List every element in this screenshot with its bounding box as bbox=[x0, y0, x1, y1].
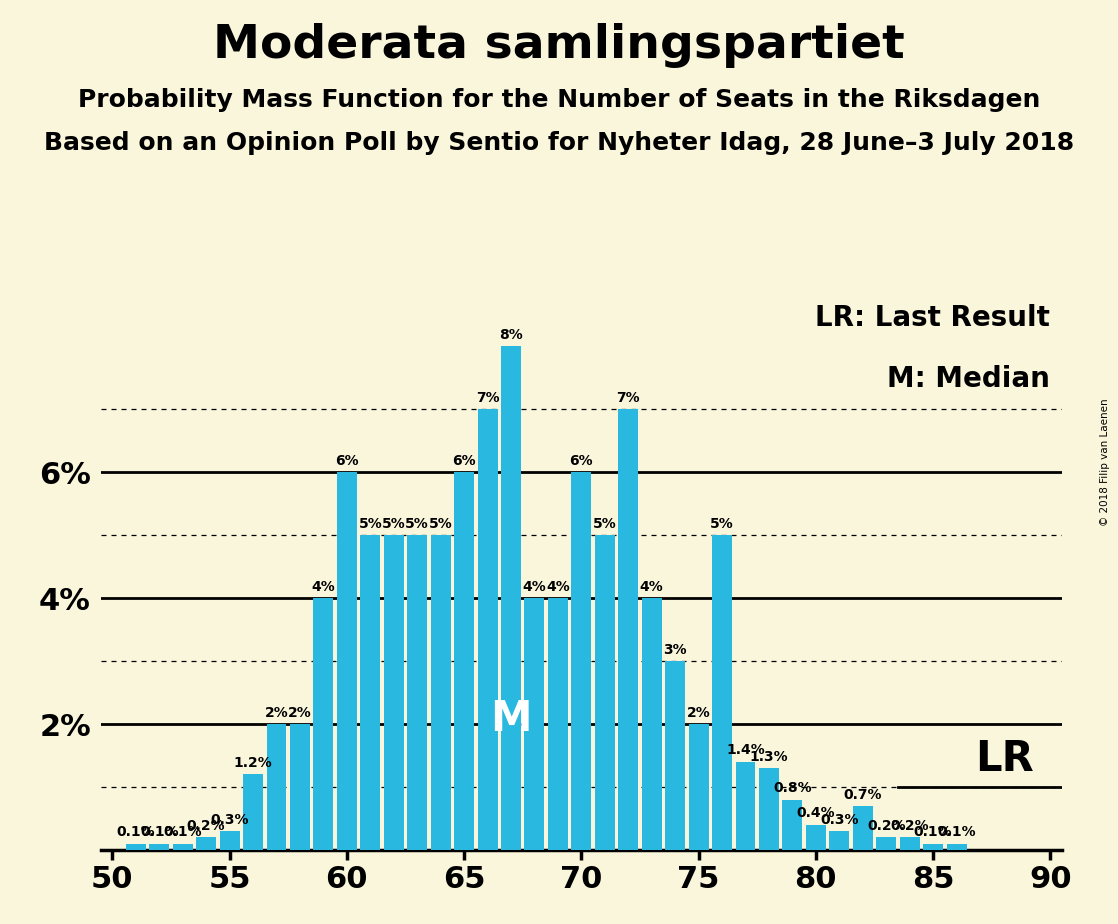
Text: 5%: 5% bbox=[382, 517, 406, 530]
Bar bbox=[712, 535, 732, 850]
Bar bbox=[430, 535, 451, 850]
Bar bbox=[665, 661, 685, 850]
Bar bbox=[337, 472, 357, 850]
Bar bbox=[900, 837, 920, 850]
Bar bbox=[689, 724, 709, 850]
Text: Probability Mass Function for the Number of Seats in the Riksdagen: Probability Mass Function for the Number… bbox=[78, 88, 1040, 112]
Bar bbox=[595, 535, 615, 850]
Bar bbox=[524, 598, 544, 850]
Bar bbox=[736, 762, 756, 850]
Text: 0.2%: 0.2% bbox=[187, 819, 226, 833]
Text: 6%: 6% bbox=[335, 454, 359, 468]
Text: 2%: 2% bbox=[265, 706, 288, 720]
Bar bbox=[548, 598, 568, 850]
Text: 6%: 6% bbox=[569, 454, 594, 468]
Text: 1.3%: 1.3% bbox=[750, 749, 788, 764]
Text: 0.3%: 0.3% bbox=[821, 813, 859, 827]
Bar bbox=[172, 844, 192, 850]
Text: 8%: 8% bbox=[499, 328, 523, 342]
Text: 0.1%: 0.1% bbox=[163, 825, 202, 839]
Text: 0.8%: 0.8% bbox=[774, 782, 812, 796]
Bar bbox=[313, 598, 333, 850]
Text: 5%: 5% bbox=[429, 517, 453, 530]
Bar bbox=[290, 724, 310, 850]
Text: LR: LR bbox=[975, 737, 1034, 780]
Text: 0.1%: 0.1% bbox=[937, 825, 976, 839]
Bar bbox=[806, 825, 826, 850]
Text: 1.2%: 1.2% bbox=[234, 756, 273, 770]
Text: 7%: 7% bbox=[476, 391, 500, 405]
Text: 2%: 2% bbox=[686, 706, 710, 720]
Bar bbox=[853, 806, 873, 850]
Text: M: Median: M: Median bbox=[888, 365, 1051, 393]
Bar bbox=[126, 844, 145, 850]
Bar bbox=[501, 346, 521, 850]
Text: 0.2%: 0.2% bbox=[866, 819, 906, 833]
Text: Moderata samlingspartiet: Moderata samlingspartiet bbox=[214, 23, 904, 68]
Bar bbox=[618, 409, 638, 850]
Text: 4%: 4% bbox=[546, 579, 570, 594]
Text: LR: Last Result: LR: Last Result bbox=[815, 304, 1051, 332]
Bar bbox=[383, 535, 404, 850]
Bar bbox=[830, 832, 850, 850]
Text: © 2018 Filip van Laenen: © 2018 Filip van Laenen bbox=[1100, 398, 1110, 526]
Text: 0.4%: 0.4% bbox=[796, 807, 835, 821]
Text: 5%: 5% bbox=[359, 517, 382, 530]
Text: 0.7%: 0.7% bbox=[843, 787, 882, 801]
Bar bbox=[783, 799, 803, 850]
Bar bbox=[150, 844, 169, 850]
Text: 1.4%: 1.4% bbox=[726, 744, 765, 758]
Bar bbox=[947, 844, 967, 850]
Text: 7%: 7% bbox=[616, 391, 641, 405]
Bar bbox=[219, 832, 239, 850]
Bar bbox=[571, 472, 591, 850]
Text: 6%: 6% bbox=[453, 454, 476, 468]
Text: 0.1%: 0.1% bbox=[140, 825, 179, 839]
Text: 0.2%: 0.2% bbox=[890, 819, 929, 833]
Text: 4%: 4% bbox=[522, 579, 547, 594]
Bar bbox=[407, 535, 427, 850]
Text: 5%: 5% bbox=[406, 517, 429, 530]
Text: 3%: 3% bbox=[663, 643, 686, 657]
Text: 0.1%: 0.1% bbox=[116, 825, 155, 839]
Text: M: M bbox=[491, 698, 532, 740]
Bar bbox=[196, 837, 216, 850]
Text: 4%: 4% bbox=[312, 579, 335, 594]
Bar bbox=[877, 837, 897, 850]
Bar bbox=[923, 844, 944, 850]
Text: 5%: 5% bbox=[710, 517, 733, 530]
Text: 0.3%: 0.3% bbox=[210, 813, 249, 827]
Text: 0.1%: 0.1% bbox=[913, 825, 953, 839]
Bar bbox=[360, 535, 380, 850]
Bar bbox=[266, 724, 286, 850]
Text: 2%: 2% bbox=[288, 706, 312, 720]
Text: 5%: 5% bbox=[593, 517, 617, 530]
Bar bbox=[243, 774, 263, 850]
Bar bbox=[642, 598, 662, 850]
Text: 4%: 4% bbox=[639, 579, 664, 594]
Bar bbox=[477, 409, 498, 850]
Text: Based on an Opinion Poll by Sentio for Nyheter Idag, 28 June–3 July 2018: Based on an Opinion Poll by Sentio for N… bbox=[44, 131, 1074, 155]
Bar bbox=[454, 472, 474, 850]
Bar bbox=[759, 768, 779, 850]
